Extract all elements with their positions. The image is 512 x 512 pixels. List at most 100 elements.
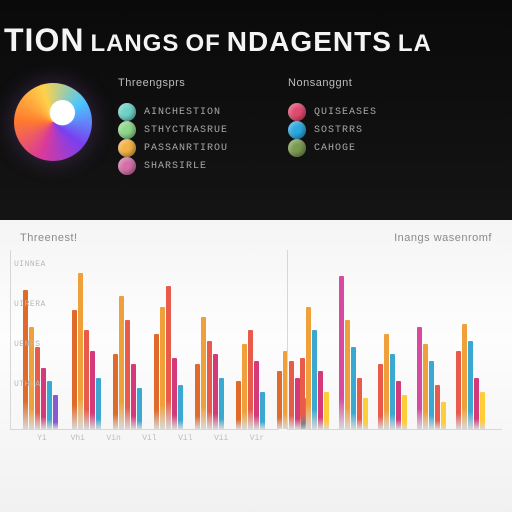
legend-dot-icon	[288, 121, 306, 139]
header-panel: TION LANGS OF NDAGENTS LA Threengsprs AI…	[0, 0, 512, 220]
bar	[248, 330, 253, 429]
bar	[47, 381, 52, 429]
legend-col-2: Nonsanggnt QUISEASES SOSTRRS CAHOGE	[288, 77, 377, 175]
bar	[125, 320, 130, 429]
bar	[468, 341, 473, 429]
legend-dot-icon	[288, 103, 306, 121]
legend-heading-1: Threengsprs	[118, 77, 228, 89]
bar-group	[339, 276, 368, 429]
page-root: TION LANGS OF NDAGENTS LA Threengsprs AI…	[0, 0, 512, 512]
bar-group	[113, 296, 142, 429]
bar	[339, 276, 344, 429]
bar	[318, 371, 323, 429]
bar	[277, 371, 282, 429]
bar	[357, 378, 362, 429]
chart-left-title: Threenest!	[20, 232, 78, 244]
bar-group	[456, 324, 485, 429]
legend-label: QUISEASES	[314, 107, 377, 118]
chart-right-bars	[300, 250, 498, 429]
bar	[195, 364, 200, 429]
legend-label: CAHOGE	[314, 143, 356, 154]
bar-group	[417, 327, 446, 429]
bar-group	[236, 330, 265, 429]
legend-dot-icon	[118, 157, 136, 175]
charts-row: UINNEAUIRERAUENESUTHUA YiVhiVinVilVilVii…	[10, 250, 502, 506]
legend-dot-icon	[118, 139, 136, 157]
bar	[41, 368, 46, 429]
bar	[160, 307, 165, 429]
bar-group	[154, 286, 183, 429]
logo-icon	[14, 83, 92, 161]
legend-label: SOSTRRS	[314, 125, 363, 136]
bar	[300, 358, 305, 429]
bar	[84, 330, 89, 429]
legend-dot-icon	[288, 139, 306, 157]
bar	[23, 290, 28, 429]
chart-left-xticks: YiVhiVinVilVilViiVir	[10, 430, 279, 443]
bar	[429, 361, 434, 429]
legend-item: SHARSIRLE	[118, 157, 228, 175]
bar	[417, 327, 422, 429]
bar	[351, 347, 356, 429]
bar	[131, 364, 136, 429]
legend-label: PASSANRTIROU	[144, 143, 228, 154]
legend-label: STHYCTRASRUE	[144, 125, 228, 136]
bar	[201, 317, 206, 429]
bar	[113, 354, 118, 429]
title-word-4: NDAGENTS	[227, 26, 392, 58]
chart-right-xticks	[287, 430, 502, 434]
bar	[53, 395, 58, 429]
bar-group	[195, 317, 224, 429]
bar	[207, 341, 212, 429]
bar	[456, 351, 461, 429]
bar	[219, 378, 224, 429]
bar	[462, 324, 467, 429]
bar	[178, 385, 183, 429]
legend-item: STHYCTRASRUE	[118, 121, 228, 139]
chart-left-col: UINNEAUIRERAUENESUTHUA YiVhiVinVilVilVii…	[10, 250, 279, 506]
bar	[423, 344, 428, 429]
bar	[242, 344, 247, 429]
bar	[96, 378, 101, 429]
bar	[378, 364, 383, 429]
legend-label: SHARSIRLE	[144, 161, 207, 172]
x-tick: Vii	[203, 434, 239, 443]
bar	[119, 296, 124, 429]
title-word-2: LANGS	[90, 30, 179, 58]
x-tick: Vil	[167, 434, 203, 443]
chart-right	[287, 250, 502, 430]
bar	[402, 395, 407, 429]
chart-right-title: Inangs wasenromf	[394, 232, 492, 244]
bar	[384, 334, 389, 429]
x-tick: Vil	[132, 434, 168, 443]
chart-left: UINNEAUIRERAUENESUTHUA	[10, 250, 279, 430]
legend-item: PASSANRTIROU	[118, 139, 228, 157]
bar	[137, 388, 142, 429]
legend-columns: Threengsprs AINCHESTION STHYCTRASRUE PASSA…	[118, 77, 377, 175]
title-word-5: LA	[398, 30, 432, 58]
y-axis-label: UENES	[14, 340, 41, 349]
bar	[480, 392, 485, 429]
bar	[324, 392, 329, 429]
title-line: TION LANGS OF NDAGENTS LA	[0, 22, 512, 59]
bar	[345, 320, 350, 429]
bar	[474, 378, 479, 429]
bar	[90, 351, 95, 429]
title-word-3: OF	[185, 30, 220, 58]
legend-items-2: QUISEASES SOSTRRS CAHOGE	[288, 103, 377, 157]
bar	[236, 381, 241, 429]
legend-dot-icon	[118, 121, 136, 139]
legend-heading-2: Nonsanggnt	[288, 77, 377, 89]
chart-left-bars	[23, 250, 275, 429]
legend-items-1: AINCHESTION STHYCTRASRUE PASSANRTIROU SHARS…	[118, 103, 228, 175]
x-tick: Vir	[239, 434, 275, 443]
x-tick: Vin	[96, 434, 132, 443]
legend-item: QUISEASES	[288, 103, 377, 121]
bar	[72, 310, 77, 429]
chart-right-col	[287, 250, 502, 506]
x-tick: Yi	[24, 434, 60, 443]
bar	[260, 392, 265, 429]
legend-item: AINCHESTION	[118, 103, 228, 121]
bar	[312, 330, 317, 429]
legend-label: AINCHESTION	[144, 107, 221, 118]
